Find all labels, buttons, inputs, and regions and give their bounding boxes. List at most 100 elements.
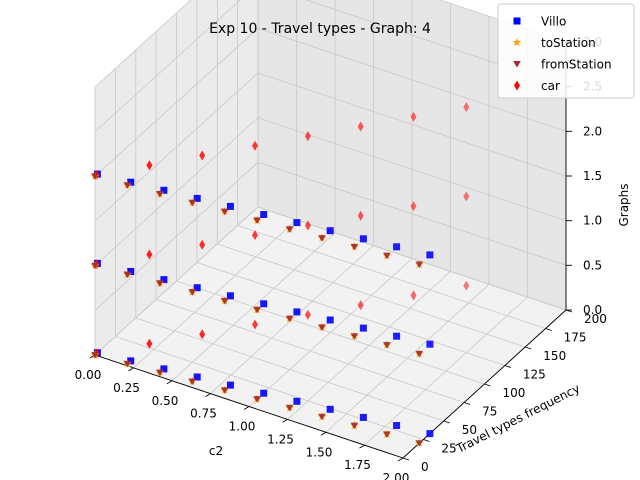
data-point-car <box>357 300 364 311</box>
y-tick-mark <box>525 346 532 350</box>
y-tick-mark <box>423 439 430 442</box>
legend-label-tostation: toStation <box>541 36 596 50</box>
legend-box <box>497 3 635 99</box>
y-tick-label: 0 <box>421 460 429 474</box>
data-point-villo <box>359 324 367 332</box>
data-point-fromstation <box>350 422 359 430</box>
data-point-fromstation <box>156 369 164 377</box>
data-point-car <box>410 111 417 122</box>
y-tick-mark <box>402 457 410 461</box>
x-tick-label: 0.50 <box>152 394 179 408</box>
x-tick-mark <box>397 457 404 462</box>
data-point-fromstation <box>188 199 197 207</box>
grid-line <box>196 262 506 366</box>
data-point-car <box>146 249 153 260</box>
y-tick-label: 50 <box>462 423 477 437</box>
y-tick-mark <box>504 365 512 368</box>
grid-line <box>115 336 424 440</box>
data-point-villo <box>393 243 401 251</box>
tick-labels: 0.00 0.25 0.50 0.75 1.00 1.25 1.50 1.75 2.00 0 25 5… <box>75 35 607 480</box>
grid-line <box>237 225 546 329</box>
data-point-fromstation <box>285 404 294 412</box>
data-point-fromstation <box>318 413 326 421</box>
data-point-villo <box>260 389 268 397</box>
data-point-car <box>199 150 206 161</box>
x-tick-mark <box>205 393 211 397</box>
data-point-fromstation <box>188 378 197 386</box>
data-point-fromstation <box>383 252 391 260</box>
data-point-car <box>304 220 311 231</box>
data-point-villo <box>260 211 268 218</box>
y-tick-mark <box>463 402 471 405</box>
data-point-fromstation <box>318 235 326 242</box>
data-points <box>90 102 470 447</box>
data-point-fromstation <box>415 350 424 358</box>
x-tick-label: 0.75 <box>190 407 217 421</box>
data-point-villo <box>359 235 367 243</box>
data-point-fromstation <box>123 271 132 279</box>
legend-marker-villo <box>513 17 521 25</box>
data-point-villo <box>226 292 234 300</box>
x-tick-label: 1.25 <box>267 432 294 446</box>
data-point-car <box>357 121 364 132</box>
data-point-villo <box>326 316 334 324</box>
y-tick-label: 75 <box>482 405 497 419</box>
x-tick-label: 2.00 <box>383 471 410 480</box>
z-axis-label: Graphs <box>617 183 631 226</box>
data-point-fromstation <box>123 360 132 368</box>
data-point-villo <box>160 276 168 284</box>
legend-label-car: car <box>541 79 560 93</box>
data-point-fromstation <box>123 182 132 189</box>
data-point-fromstation <box>253 306 261 314</box>
grid-lines <box>94 0 567 459</box>
y-tick-mark <box>484 383 491 387</box>
grid-line <box>94 28 259 177</box>
data-point-villo <box>160 365 168 373</box>
data-point-villo <box>193 194 201 202</box>
y-tick-label: 200 <box>584 312 607 326</box>
data-point-villo <box>226 202 234 210</box>
data-point-car <box>146 338 153 349</box>
data-point-fromstation <box>220 387 229 394</box>
z-tick-label: 2.0 <box>583 124 602 138</box>
data-point-fromstation <box>91 262 99 270</box>
data-point-car <box>463 280 470 291</box>
grid-line <box>257 161 567 266</box>
y-tick-mark <box>545 328 552 331</box>
data-point-fromstation <box>156 280 164 287</box>
data-point-fromstation <box>253 396 261 403</box>
data-point-villo <box>160 186 168 194</box>
data-point-fromstation <box>383 431 391 438</box>
data-point-villo <box>260 300 268 308</box>
data-point-car <box>357 210 364 221</box>
chart-title: Exp 10 - Travel types - Graph: 4 <box>209 21 431 37</box>
grid-line <box>217 243 526 348</box>
data-point-villo <box>326 405 334 413</box>
grid-line <box>94 206 259 356</box>
grid-line <box>257 27 567 132</box>
data-point-car <box>304 309 311 320</box>
data-point-villo <box>393 332 401 340</box>
x-tick-label: 0.00 <box>75 368 102 382</box>
data-point-car <box>146 160 153 171</box>
x-tick-mark <box>243 406 250 410</box>
x-tick-label: 0.25 <box>113 381 140 395</box>
grid-line <box>94 0 241 132</box>
x-tick-mark <box>128 367 134 372</box>
data-point-villo <box>293 308 301 316</box>
y-tick-label: 150 <box>543 349 566 363</box>
x-tick-mark <box>320 431 327 436</box>
z-tick-label: 1.5 <box>583 169 602 183</box>
grid-line <box>94 162 259 311</box>
x-tick-label: 1.75 <box>344 458 371 472</box>
data-point-fromstation <box>91 173 99 180</box>
data-point-fromstation <box>318 324 326 331</box>
grid-line <box>94 72 259 222</box>
y-tick-mark <box>443 420 450 424</box>
data-point-villo <box>426 340 434 348</box>
z-tick-label: 0.0 <box>583 303 602 317</box>
data-point-fromstation <box>285 226 294 233</box>
data-point-fromstation <box>350 333 359 340</box>
x-axis-label: c2 <box>209 444 223 458</box>
